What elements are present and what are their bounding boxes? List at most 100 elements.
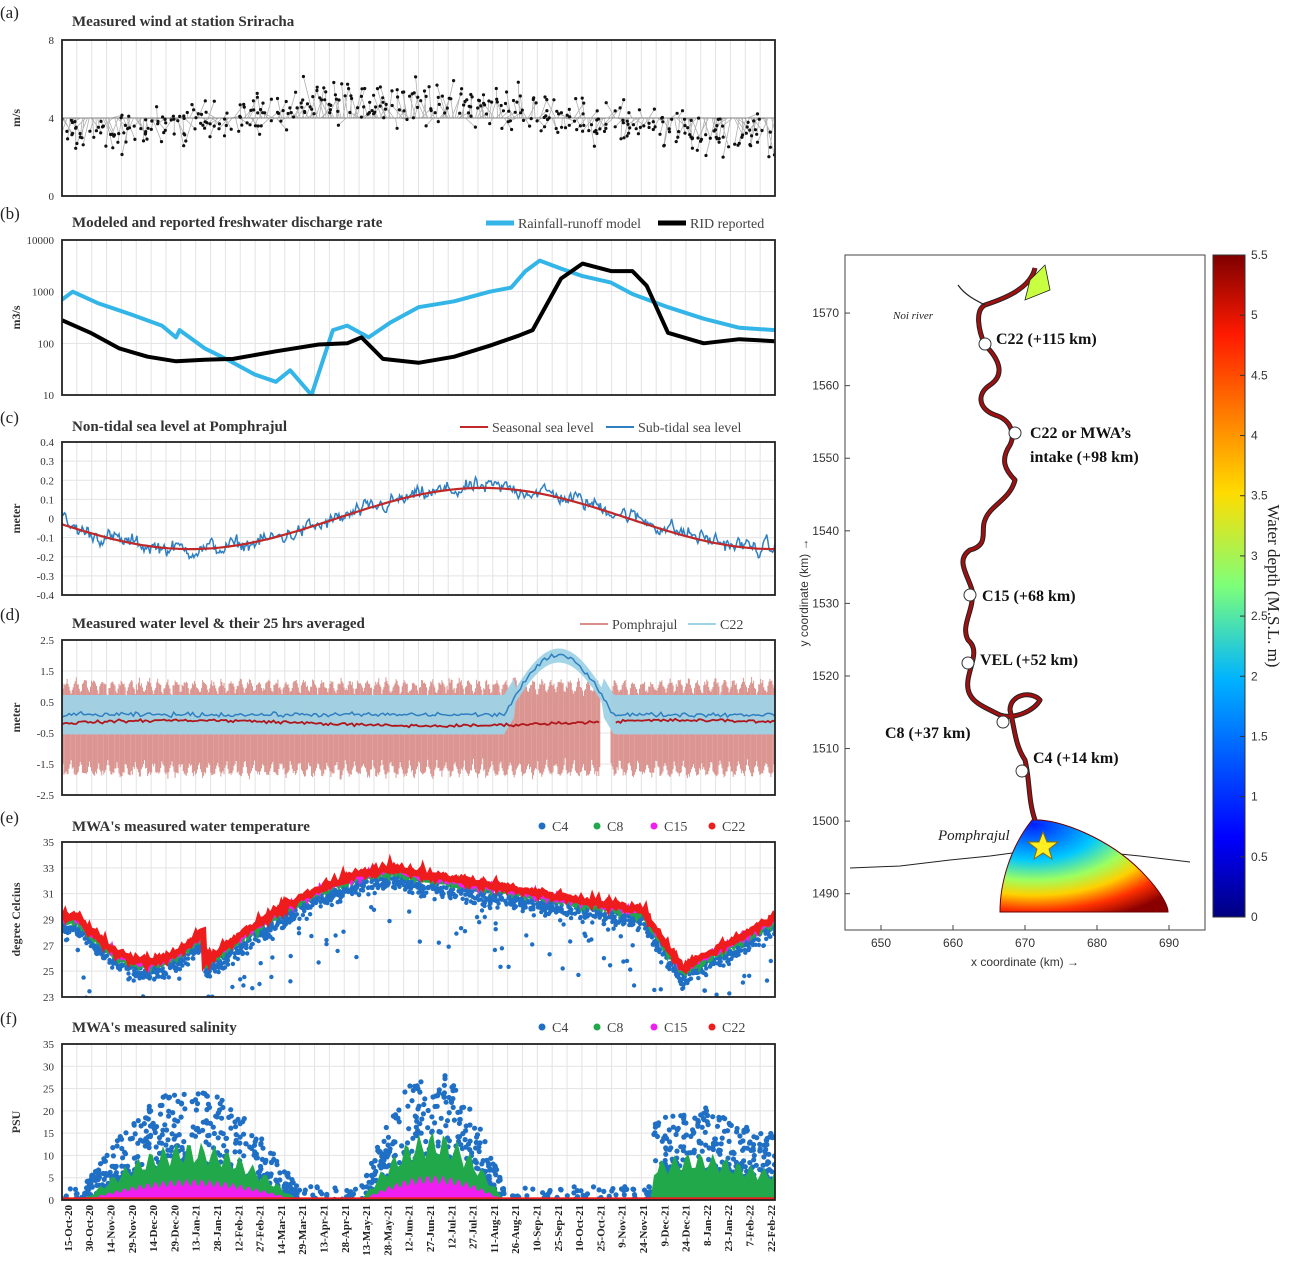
- wind-point: [628, 126, 632, 130]
- c4-point: [137, 976, 142, 981]
- c4-point: [153, 969, 159, 975]
- c4-point: [479, 892, 485, 898]
- y-tick-label: 8: [49, 35, 55, 47]
- c4-point: [413, 1114, 419, 1120]
- wind-point: [182, 132, 186, 136]
- wind-point: [636, 132, 641, 136]
- wind-point: [242, 105, 246, 109]
- c4-point: [165, 1147, 171, 1153]
- c4-point: [204, 968, 210, 974]
- wind-point: [74, 146, 78, 150]
- c4-point: [523, 905, 528, 910]
- c4-point: [601, 956, 607, 961]
- wind-point: [117, 132, 121, 136]
- c4-point: [582, 915, 588, 920]
- x-tick-label: 13-May-21: [361, 1205, 373, 1256]
- wind-point: [92, 135, 96, 139]
- x-tick-label: 11-Aug-21: [489, 1205, 501, 1253]
- wind-point: [544, 114, 548, 118]
- legend-label: C22: [722, 1021, 745, 1036]
- wind-point: [203, 126, 207, 130]
- c4-point: [662, 1114, 669, 1120]
- c4-point: [72, 1186, 79, 1192]
- c4-point: [443, 1123, 449, 1129]
- c4-point: [235, 949, 240, 954]
- c4-point: [480, 1158, 486, 1164]
- wind-point: [427, 85, 431, 89]
- wind-point: [582, 123, 586, 127]
- c4-point: [181, 1139, 187, 1145]
- c4-point: [436, 1087, 442, 1093]
- y-tick-label: 1550: [812, 451, 839, 465]
- y-tick-label: 0.4: [40, 437, 54, 449]
- legend-label: C4: [552, 1021, 568, 1036]
- c4-point: [189, 1099, 195, 1105]
- c4-point: [277, 1177, 283, 1183]
- c4-point: [94, 951, 99, 956]
- wind-point: [299, 101, 303, 105]
- wind-point: [408, 94, 412, 98]
- x-tick-label: 14-Dec-20: [148, 1205, 160, 1253]
- c4-point: [477, 1140, 483, 1146]
- c4-point: [436, 940, 441, 945]
- wind-point: [696, 136, 700, 140]
- x-tick-label: 28-May-21: [382, 1205, 394, 1256]
- x-tick-label: 29-Dec-20: [169, 1205, 181, 1253]
- c4-point: [381, 886, 386, 891]
- plot-area: [62, 474, 775, 561]
- wind-point: [568, 115, 572, 119]
- c4-point: [63, 937, 69, 943]
- upstream-branch: [1024, 264, 1051, 301]
- wind-point: [127, 114, 131, 118]
- c4-point: [141, 975, 146, 980]
- c4-point: [277, 1170, 283, 1176]
- c4-point: [763, 931, 768, 936]
- y-tick-label: 1000: [32, 287, 55, 299]
- wind-point: [429, 108, 433, 113]
- c4-point: [219, 1115, 225, 1121]
- c4-point: [618, 934, 623, 939]
- x-tick-label: 15-Oct-20: [63, 1205, 75, 1252]
- c4-point: [252, 937, 258, 942]
- y-tick-label: 27: [43, 940, 55, 952]
- wind-point: [402, 109, 406, 113]
- c4-point: [290, 1180, 296, 1186]
- c4-point: [205, 1101, 211, 1107]
- c4-point: [763, 1137, 769, 1143]
- c4-point: [541, 901, 547, 906]
- wind-point: [469, 92, 473, 97]
- wind-point: [259, 108, 263, 112]
- c4-point: [435, 887, 441, 892]
- c4-point: [244, 945, 249, 951]
- wind-connectors: [62, 76, 775, 158]
- c4-point: [446, 1138, 452, 1144]
- wind-point: [143, 132, 147, 136]
- wind-point: [500, 126, 504, 130]
- colorbar-tick-label: 1: [1251, 790, 1258, 804]
- c4-point: [416, 890, 421, 895]
- c4-point: [472, 896, 478, 901]
- wind-point: [552, 98, 556, 102]
- wind-point: [328, 108, 332, 112]
- wind-point: [495, 100, 499, 104]
- c4-point: [91, 1177, 97, 1183]
- map-y-label: y coordinate (km) →: [797, 538, 811, 646]
- c4-point: [268, 1159, 275, 1166]
- wind-point: [602, 129, 607, 133]
- wind-point: [132, 124, 136, 128]
- wind-point: [490, 100, 494, 104]
- wind-point: [201, 123, 205, 127]
- colorbar-tick-label: 2.5: [1251, 609, 1268, 623]
- wind-point: [717, 137, 721, 141]
- wind-point: [510, 127, 514, 132]
- wind-point: [251, 99, 255, 103]
- c4-point: [448, 1097, 455, 1103]
- c4-point: [348, 1189, 354, 1195]
- c4-point: [627, 922, 632, 928]
- c4-point: [453, 1087, 459, 1093]
- c4-point: [456, 1134, 463, 1140]
- wind-point: [139, 127, 143, 131]
- c4-point: [127, 975, 132, 981]
- c4-point: [378, 883, 384, 888]
- c4-point: [151, 1002, 155, 1006]
